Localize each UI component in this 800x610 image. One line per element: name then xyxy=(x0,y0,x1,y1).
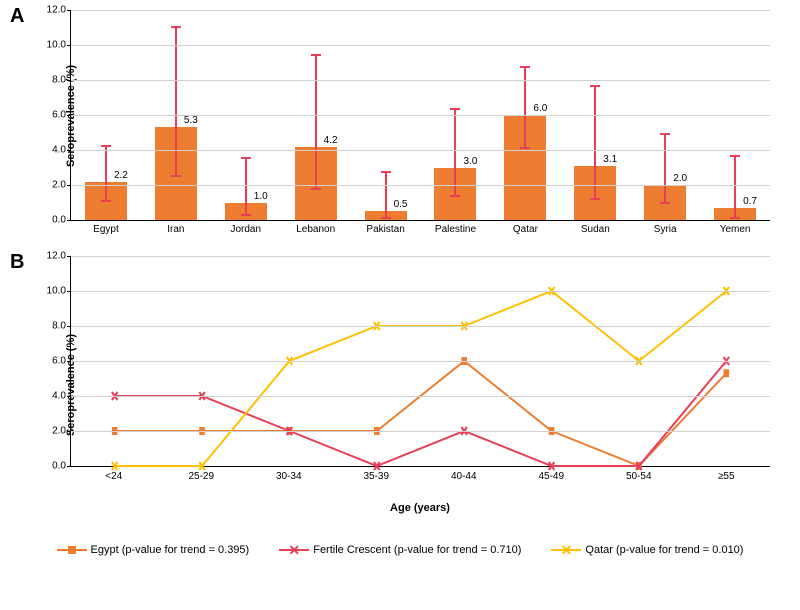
y-tick: 12.0 xyxy=(36,5,66,16)
x-marker-icon: ✕ xyxy=(288,543,300,557)
x-tick-label: 30-34 xyxy=(276,471,302,482)
bar-value-label: 1.0 xyxy=(254,191,268,202)
error-bar xyxy=(385,171,387,218)
series-line xyxy=(115,361,727,466)
panel-a-chart: Seroprevalence (%) 2.2Egypt5.3Iran1.0Jor… xyxy=(70,10,770,221)
x-tick-label: Yemen xyxy=(720,224,751,235)
panel-b-plot-area: 0.02.04.06.08.010.012.0 xyxy=(70,256,770,467)
x-tick-label: Egypt xyxy=(93,224,119,235)
y-tick: 10.0 xyxy=(36,286,66,297)
y-tick: 4.0 xyxy=(36,391,66,402)
bar-value-label: 2.2 xyxy=(114,170,128,181)
error-bar xyxy=(664,133,666,203)
bar-value-label: 3.1 xyxy=(603,154,617,165)
x-tick-label: Palestine xyxy=(435,224,476,235)
x-tick-label: 45-49 xyxy=(538,471,564,482)
error-bar xyxy=(454,108,456,196)
x-tick-label: Pakistan xyxy=(366,224,404,235)
x-tick-label: <24 xyxy=(105,471,122,482)
x-tick-label: 40-44 xyxy=(451,471,477,482)
panel-a-label: A xyxy=(10,5,24,28)
y-tick: 0.0 xyxy=(36,215,66,226)
bar-value-label: 0.5 xyxy=(394,199,408,210)
x-tick-label: Sudan xyxy=(581,224,610,235)
legend-item: ✕ Qatar (p-value for trend = 0.010) xyxy=(551,544,743,556)
legend-text: Fertile Crescent (p-value for trend = 0.… xyxy=(313,544,521,556)
error-bar xyxy=(734,155,736,218)
error-bar xyxy=(105,145,107,201)
x-tick-label: Lebanon xyxy=(296,224,335,235)
panel-b-xticks: <24 25-29 30-34 35-39 40-44 45-49 50-54 ≥55 xyxy=(70,467,770,482)
legend-text: Qatar (p-value for trend = 0.010) xyxy=(585,544,743,556)
panel-a-plot-area: 2.2Egypt5.3Iran1.0Jordan4.2Lebanon0.5Pak… xyxy=(70,10,770,221)
y-tick: 10.0 xyxy=(36,40,66,51)
y-tick: 6.0 xyxy=(36,356,66,367)
error-bar xyxy=(315,54,317,189)
bar-value-label: 3.0 xyxy=(463,156,477,167)
y-tick: 2.0 xyxy=(36,426,66,437)
series-line xyxy=(115,361,727,466)
marker-square xyxy=(724,369,730,377)
bar-value-label: 4.2 xyxy=(324,135,338,146)
square-marker-icon xyxy=(68,546,76,554)
error-bar xyxy=(175,26,177,177)
y-tick: 6.0 xyxy=(36,110,66,121)
x-tick-label: Syria xyxy=(654,224,677,235)
bar-value-label: 6.0 xyxy=(533,103,547,114)
x-tick-label: 25-29 xyxy=(188,471,214,482)
panel-b-chart: Seroprevalence (%) 0.02.04.06.08.010.012… xyxy=(70,256,770,514)
legend: Egypt (p-value for trend = 0.395) ✕ Fertil… xyxy=(10,544,790,556)
legend-item: ✕ Fertile Crescent (p-value for trend = 0… xyxy=(279,544,521,556)
panel-b-xlabel: Age (years) xyxy=(70,502,770,514)
x-tick-label: 35-39 xyxy=(363,471,389,482)
bar-value-label: 0.7 xyxy=(743,196,757,207)
y-tick: 0.0 xyxy=(36,461,66,472)
bar-value-label: 5.3 xyxy=(184,115,198,126)
x-marker-icon: ✕ xyxy=(561,543,573,557)
bar-value-label: 2.0 xyxy=(673,173,687,184)
y-tick: 12.0 xyxy=(36,251,66,262)
panel-b: B Seroprevalence (%) 0.02.04.06.08.010.0… xyxy=(10,256,790,514)
x-tick-label: Iran xyxy=(167,224,184,235)
x-tick-label: Qatar xyxy=(513,224,538,235)
series-line xyxy=(115,291,727,466)
x-tick-label: ≥55 xyxy=(718,471,735,482)
x-tick-label: 50-54 xyxy=(626,471,652,482)
y-tick: 4.0 xyxy=(36,145,66,156)
panel-b-label: B xyxy=(10,251,24,274)
legend-item: Egypt (p-value for trend = 0.395) xyxy=(57,544,250,556)
panel-a: A Seroprevalence (%) 2.2Egypt5.3Iran1.0J… xyxy=(10,10,790,221)
x-tick-label: Jordan xyxy=(230,224,261,235)
error-bar xyxy=(594,85,596,199)
y-tick: 8.0 xyxy=(36,75,66,86)
error-bar xyxy=(524,66,526,148)
legend-text: Egypt (p-value for trend = 0.395) xyxy=(91,544,250,556)
y-tick: 8.0 xyxy=(36,321,66,332)
y-tick: 2.0 xyxy=(36,180,66,191)
